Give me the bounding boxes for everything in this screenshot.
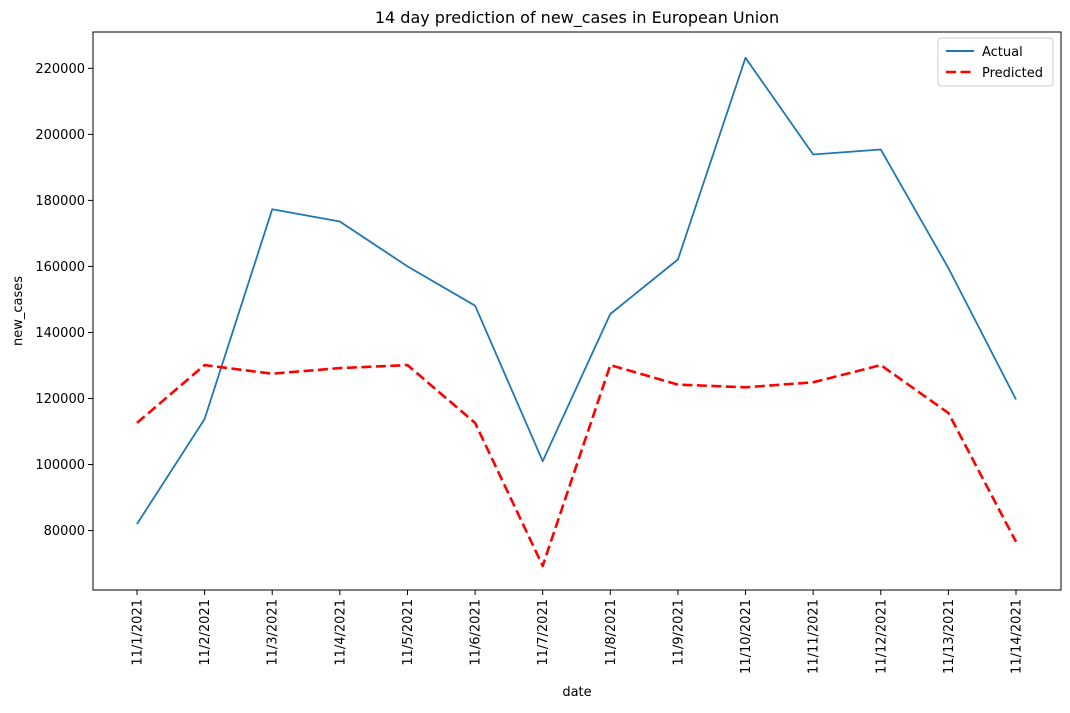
x-tick-label: 11/1/2021 (131, 599, 146, 666)
chart-title: 14 day prediction of new_cases in Europe… (375, 8, 779, 28)
x-tick-label: 11/6/2021 (469, 599, 484, 666)
x-tick-label: 11/10/2021 (739, 599, 754, 674)
y-tick-label: 80000 (44, 524, 85, 539)
x-tick-label: 11/8/2021 (604, 599, 619, 666)
x-tick-label: 11/14/2021 (1010, 599, 1025, 674)
legend-label-actual: Actual (982, 45, 1023, 60)
x-tick-label: 11/11/2021 (807, 599, 822, 674)
x-tick-label: 11/7/2021 (536, 599, 551, 666)
legend-label-predicted: Predicted (982, 66, 1043, 81)
x-tick-label: 11/12/2021 (874, 599, 889, 674)
y-tick-label: 200000 (35, 128, 85, 143)
y-tick-label: 140000 (35, 326, 85, 341)
x-tick-label: 11/4/2021 (333, 599, 348, 666)
y-tick-label: 120000 (35, 392, 85, 407)
x-axis-title: date (562, 685, 591, 700)
legend: Actual Predicted (938, 38, 1053, 86)
y-tick-label: 220000 (35, 62, 85, 77)
y-tick-label: 160000 (35, 260, 85, 275)
y-tick-label: 100000 (35, 458, 85, 473)
x-tick-label: 11/2/2021 (198, 599, 213, 666)
x-tick-label: 11/3/2021 (266, 599, 281, 666)
y-axis-title: new_cases (11, 276, 26, 346)
x-tick-label: 11/13/2021 (942, 599, 957, 674)
x-tick-label: 11/5/2021 (401, 599, 416, 666)
y-tick-label: 180000 (35, 194, 85, 209)
x-tick-label: 11/9/2021 (671, 599, 686, 666)
